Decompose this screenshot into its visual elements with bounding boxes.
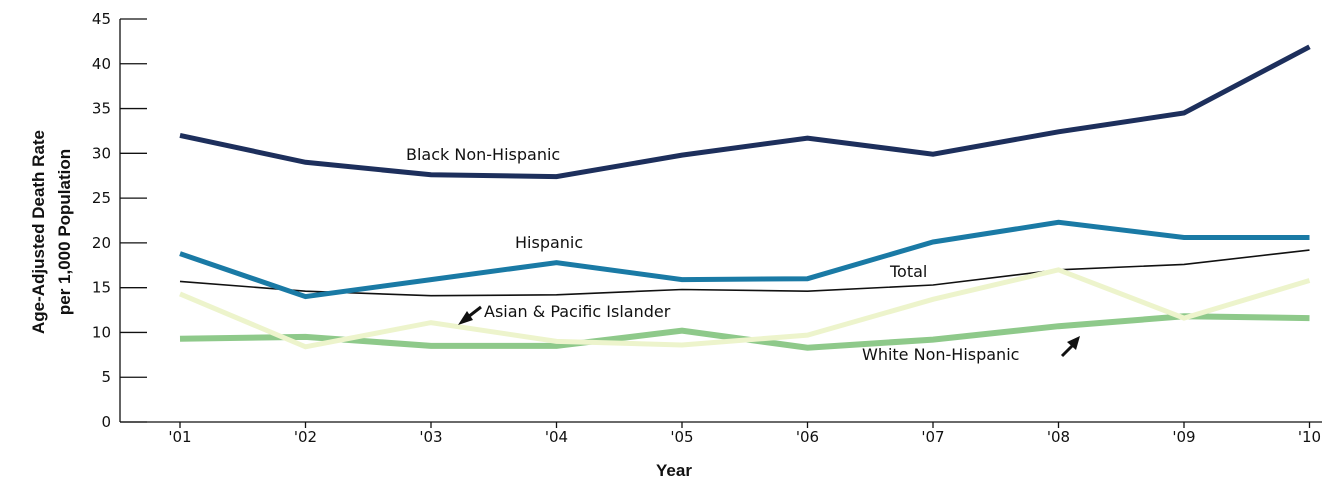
y-tick-label: 10 xyxy=(92,323,111,341)
series-line-asian-pacific-islander xyxy=(179,267,1311,350)
x-tick-label: '07 xyxy=(921,428,944,446)
series-label-asian-pacific-islander: Asian & Pacific Islander xyxy=(484,302,671,321)
x-tick-label: '06 xyxy=(796,428,819,446)
x-tick-label: '02 xyxy=(294,428,317,446)
x-tick-label: '05 xyxy=(670,428,693,446)
x-tick-label: '03 xyxy=(419,428,442,446)
series-line-white-non-hispanic xyxy=(179,313,1310,351)
x-tick-label: '08 xyxy=(1047,428,1070,446)
y-tick-label: 15 xyxy=(92,279,111,297)
y-tick-label: 0 xyxy=(101,413,111,431)
y-tick-label: 25 xyxy=(92,189,111,207)
y-tick-label: 30 xyxy=(92,144,111,162)
white-non-hispanic-arrow-head xyxy=(1067,336,1080,350)
series-label-white-non-hispanic: White Non-Hispanic xyxy=(862,345,1019,364)
asian-pacific-islander-arrow-shaft xyxy=(467,305,482,319)
series-label-black-non-hispanic: Black Non-Hispanic xyxy=(406,145,560,164)
y-axis-title-line-2: per 1,000 Population xyxy=(55,149,74,315)
y-tick-label: 40 xyxy=(92,55,111,73)
x-tick-label: '10 xyxy=(1298,428,1321,446)
y-tick-label: 35 xyxy=(92,100,111,118)
asian-pacific-islander-arrow-head xyxy=(458,311,473,325)
x-tick-label: '01 xyxy=(168,428,191,446)
x-axis-title: Year xyxy=(656,461,692,480)
x-tick-label: '04 xyxy=(545,428,568,446)
x-tick-label: '09 xyxy=(1172,428,1195,446)
series-labels: Black Non-Hispanic Hispanic Total Asian & P… xyxy=(406,145,1080,364)
y-tick-label: 20 xyxy=(92,234,111,252)
series-line-total xyxy=(179,249,1310,297)
series-line-hispanic xyxy=(179,219,1310,300)
y-axis-title-line-1: Age-Adjusted Death Rate xyxy=(29,130,48,334)
y-tick-label: 45 xyxy=(92,10,111,28)
series-lines xyxy=(179,44,1311,351)
axes: 0 5 10 15 20 25 30 35 40 45 '01 '02 '03 '04 '05 '06 '07 '… xyxy=(92,10,1322,446)
white-non-hispanic-arrow-shaft xyxy=(1060,343,1075,358)
series-label-total: Total xyxy=(889,262,927,281)
series-label-hispanic: Hispanic xyxy=(515,233,583,252)
series-line-black-non-hispanic xyxy=(179,44,1311,180)
y-tick-label: 5 xyxy=(101,368,111,386)
